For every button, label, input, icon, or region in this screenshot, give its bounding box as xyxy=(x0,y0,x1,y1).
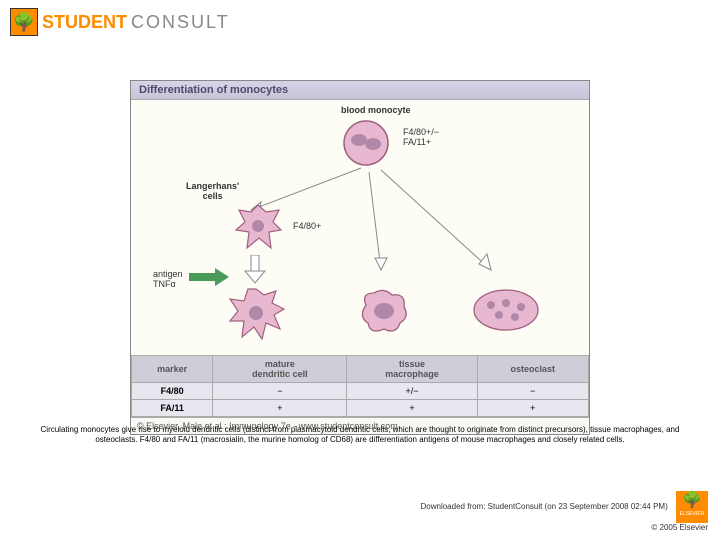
table-header-row: marker mature dendritic cell tissue macr… xyxy=(132,356,589,383)
row-label: FA/11 xyxy=(132,400,213,417)
elsevier-tree-icon: 🌳 xyxy=(10,8,38,36)
diagram-container: Differentiation of monocytes blood monoc… xyxy=(130,80,590,435)
monocyte-markers: F4/80+/− FA/11+ xyxy=(403,128,439,148)
cell: + xyxy=(347,400,477,417)
figure-caption: Circulating monocytes give rise to myelo… xyxy=(40,425,680,446)
table-row: FA/11 + + + xyxy=(132,400,589,417)
col-osteoclast: osteoclast xyxy=(477,356,588,383)
consult-label: CONSULT xyxy=(131,12,230,33)
marker-table: marker mature dendritic cell tissue macr… xyxy=(131,355,589,417)
diagram-title: Differentiation of monocytes xyxy=(131,81,589,100)
copyright-text: © 2005 Elsevier xyxy=(421,523,709,532)
diagram-body: blood monocyte F4/80+/− FA/11+ Langerhan… xyxy=(131,100,589,355)
col-macrophage: tissue macrophage xyxy=(347,356,477,383)
tree-glyph: 🌳 xyxy=(13,12,35,33)
row-label: F4/80 xyxy=(132,383,213,400)
footer-logo-text: ELSEVIER xyxy=(680,511,704,517)
elsevier-footer-icon: 🌳 ELSEVIER xyxy=(676,491,708,523)
cell: − xyxy=(477,383,588,400)
langerhans-label: Langerhans' cells xyxy=(186,182,239,202)
cell: + xyxy=(477,400,588,417)
dendritic-cell xyxy=(226,285,286,345)
blood-monocyte-label: blood monocyte xyxy=(341,106,411,116)
col-marker: marker xyxy=(132,356,213,383)
antigen-arrow xyxy=(189,268,229,286)
osteoclast-cell xyxy=(471,285,541,335)
langerhans-marker: F4/80+ xyxy=(293,222,321,232)
downloaded-text: Downloaded from: StudentConsult (on 23 S… xyxy=(421,502,668,511)
footer: Downloaded from: StudentConsult (on 23 S… xyxy=(421,491,709,532)
header-logo: 🌳 STUDENT CONSULT xyxy=(10,8,230,36)
col-dendritic: mature dendritic cell xyxy=(213,356,347,383)
macrophage-cell xyxy=(356,285,411,340)
antigen-label: antigen TNFα xyxy=(153,270,183,290)
cell: +/− xyxy=(347,383,477,400)
langerhans-cell xyxy=(231,200,286,255)
student-label: STUDENT xyxy=(42,12,127,33)
cell: + xyxy=(213,400,347,417)
table-row: F4/80 − +/− − xyxy=(132,383,589,400)
langerhans-to-dendritic-arrow xyxy=(243,255,267,285)
cell: − xyxy=(213,383,347,400)
